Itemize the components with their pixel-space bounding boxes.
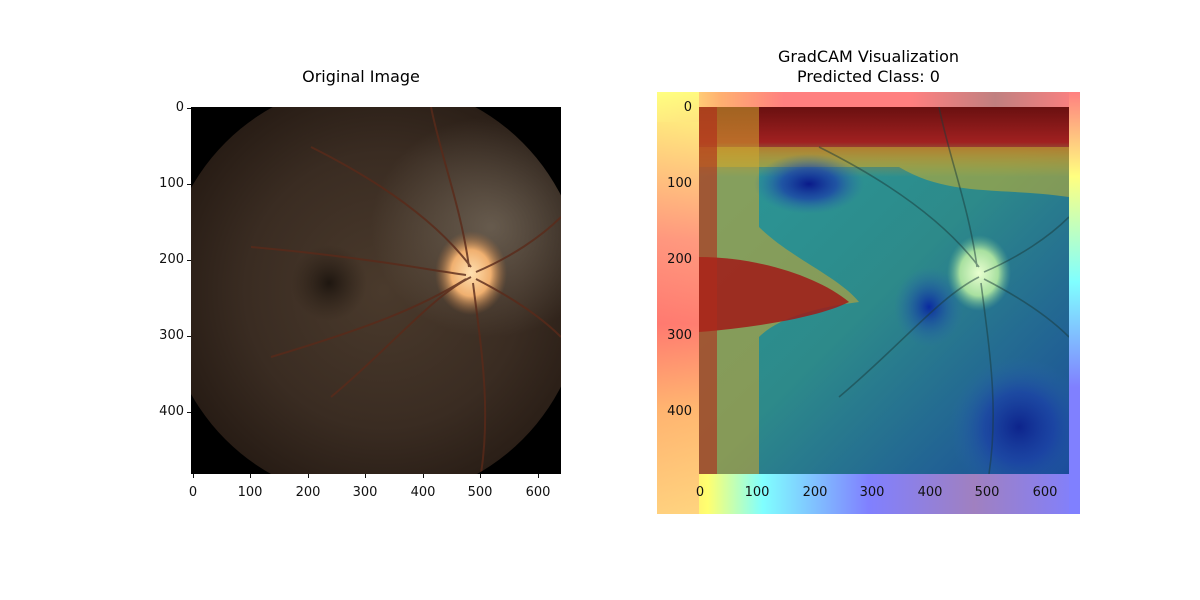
right-y-tick: 400 [667, 404, 692, 419]
left-y-tick: 100 [159, 176, 184, 191]
left-y-tick: 200 [159, 252, 184, 267]
left-x-tick: 500 [467, 485, 493, 500]
fundus-image-graphic [191, 107, 561, 474]
left-x-tick: 200 [295, 485, 321, 500]
right-y-tick: 0 [683, 100, 692, 115]
left-y-tick: 0 [175, 100, 184, 115]
right-x-tick: 500 [974, 485, 1000, 500]
left-x-tick: 400 [410, 485, 436, 500]
left-y-tick: 300 [159, 328, 184, 343]
left-x-tick: 300 [352, 485, 378, 500]
right-y-tick: 100 [667, 176, 692, 191]
left-x-tick: 0 [188, 485, 198, 500]
left-y-tick: 400 [159, 404, 184, 419]
right-x-tick: 600 [1032, 485, 1058, 500]
left-x-tick: 100 [237, 485, 263, 500]
right-y-tick: 200 [667, 252, 692, 267]
right-x-tick: 200 [802, 485, 828, 500]
right-x-tick: 400 [917, 485, 943, 500]
gradcam-overlay-graphic [699, 107, 1069, 474]
right-x-tick: 300 [859, 485, 885, 500]
left-x-tick: 600 [525, 485, 551, 500]
right-y-tick: 300 [667, 328, 692, 343]
original-image-title: Original Image [302, 67, 420, 86]
gradcam-title: GradCAM Visualization Predicted Class: 0 [777, 47, 959, 86]
right-x-tick: 100 [744, 485, 770, 500]
gradcam-overlay-image [699, 107, 1069, 474]
right-x-tick: 0 [695, 485, 705, 500]
original-fundus-image [191, 107, 561, 474]
